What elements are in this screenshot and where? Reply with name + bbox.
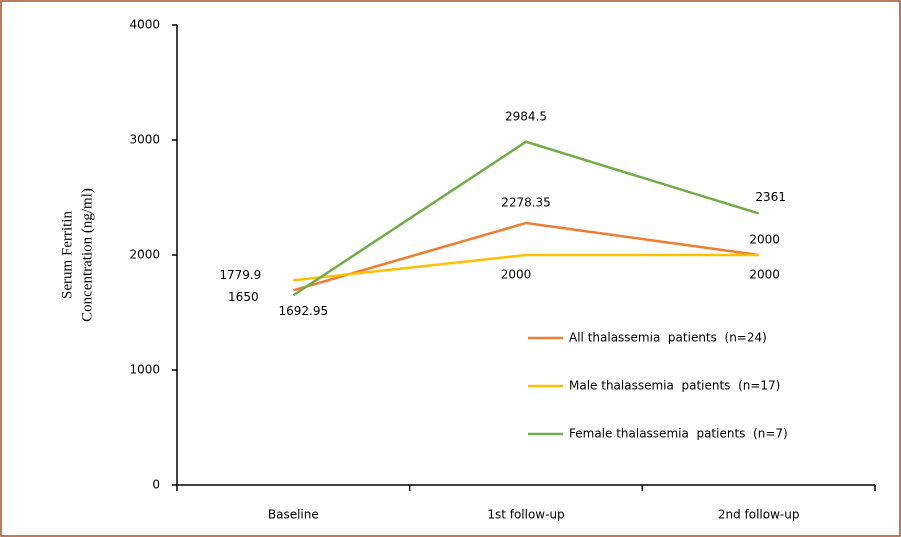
data-label: 2000 [749, 268, 780, 282]
legend-label: Female thalassemia patients (n=7) [569, 427, 788, 441]
series-line [292, 140, 760, 297]
y-tick-label: 1000 [129, 363, 160, 377]
data-label: 2984.5 [505, 109, 547, 123]
legend-label: Male thalassemia patients (n=17) [569, 379, 780, 393]
data-label: 2278.35 [501, 195, 551, 209]
data-label: 2000 [501, 268, 532, 282]
data-label: 2361 [755, 190, 786, 204]
series-line [293, 253, 759, 282]
x-tick-label: Baseline [268, 508, 319, 522]
data-label: 2000 [749, 233, 780, 247]
data-label: 1650 [228, 290, 259, 304]
x-tick-label: 2nd follow-up [718, 508, 800, 522]
y-tick-label: 2000 [129, 248, 160, 262]
data-label: 1692.95 [279, 304, 329, 318]
y-tick-label: 0 [152, 478, 160, 492]
data-label: 1779.9 [219, 268, 261, 282]
y-axis-label: Serum Ferritin Concentration (ng/ml) [59, 188, 95, 322]
legend-label: All thalassemia patients (n=24) [569, 331, 767, 345]
y-tick-label: 4000 [129, 18, 160, 32]
series-line [292, 221, 759, 292]
y-axis-label-line: Concentration (ng/ml) [79, 188, 95, 322]
x-tick-label: 1st follow-up [487, 508, 564, 522]
y-axis-label-line: Serum Ferritin [59, 211, 75, 299]
y-tick-label: 3000 [129, 133, 160, 147]
